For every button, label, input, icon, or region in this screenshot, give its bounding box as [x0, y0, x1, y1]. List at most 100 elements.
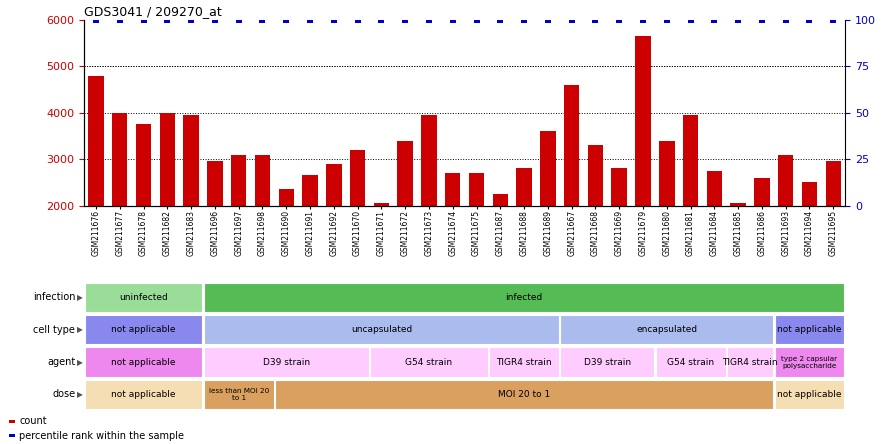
- Bar: [778, 155, 794, 298]
- Bar: [373, 203, 389, 298]
- Bar: [588, 145, 604, 298]
- Text: dose: dose: [52, 389, 75, 400]
- Text: type 2 capsular
polysaccharide: type 2 capsular polysaccharide: [781, 356, 837, 369]
- Bar: [135, 124, 151, 298]
- Point: [136, 16, 150, 24]
- Text: ▶: ▶: [77, 357, 83, 367]
- Text: GDS3041 / 209270_at: GDS3041 / 209270_at: [84, 5, 222, 18]
- FancyBboxPatch shape: [560, 348, 654, 377]
- Point: [612, 16, 627, 24]
- Bar: [706, 171, 722, 298]
- Bar: [231, 155, 246, 298]
- Point: [493, 16, 507, 24]
- Text: TIGR4 strain: TIGR4 strain: [496, 357, 552, 367]
- Text: ▶: ▶: [77, 325, 83, 334]
- Point: [279, 16, 293, 24]
- FancyBboxPatch shape: [727, 348, 773, 377]
- Bar: [635, 36, 650, 298]
- Text: agent: agent: [47, 357, 75, 367]
- Bar: [397, 141, 413, 298]
- Bar: [659, 141, 674, 298]
- FancyBboxPatch shape: [656, 348, 726, 377]
- Bar: [88, 75, 104, 298]
- Point: [88, 16, 103, 24]
- Bar: [255, 155, 270, 298]
- Text: less than MOI 20
to 1: less than MOI 20 to 1: [209, 388, 269, 401]
- Text: TIGR4 strain: TIGR4 strain: [722, 357, 778, 367]
- Bar: [540, 131, 556, 298]
- Bar: [826, 162, 841, 298]
- FancyBboxPatch shape: [204, 283, 844, 312]
- Bar: [754, 178, 770, 298]
- Point: [327, 16, 341, 24]
- Text: G54 strain: G54 strain: [667, 357, 714, 367]
- FancyBboxPatch shape: [204, 315, 559, 344]
- Bar: [516, 168, 532, 298]
- Point: [232, 16, 246, 24]
- Point: [779, 16, 793, 24]
- Point: [731, 16, 745, 24]
- Bar: [730, 203, 746, 298]
- Bar: [421, 115, 436, 298]
- Bar: [683, 115, 698, 298]
- Bar: [350, 150, 366, 298]
- Point: [541, 16, 555, 24]
- Point: [803, 16, 817, 24]
- Text: not applicable: not applicable: [112, 390, 176, 399]
- Point: [160, 16, 174, 24]
- FancyBboxPatch shape: [275, 380, 773, 409]
- Text: D39 strain: D39 strain: [584, 357, 631, 367]
- FancyBboxPatch shape: [489, 348, 559, 377]
- Bar: [183, 115, 199, 298]
- Text: count: count: [19, 416, 47, 426]
- Text: uncapsulated: uncapsulated: [350, 325, 412, 334]
- Point: [827, 16, 841, 24]
- FancyBboxPatch shape: [370, 348, 488, 377]
- FancyBboxPatch shape: [204, 380, 273, 409]
- Bar: [112, 113, 127, 298]
- Text: encapsulated: encapsulated: [636, 325, 697, 334]
- Bar: [564, 85, 580, 298]
- Point: [374, 16, 389, 24]
- Text: uninfected: uninfected: [119, 293, 168, 302]
- Text: infected: infected: [505, 293, 543, 302]
- Point: [469, 16, 483, 24]
- Point: [565, 16, 579, 24]
- Bar: [279, 189, 294, 298]
- Point: [422, 16, 436, 24]
- Bar: [469, 173, 484, 298]
- Point: [636, 16, 650, 24]
- Point: [755, 16, 769, 24]
- Point: [350, 16, 365, 24]
- Text: G54 strain: G54 strain: [405, 357, 452, 367]
- Bar: [326, 164, 342, 298]
- FancyBboxPatch shape: [204, 348, 369, 377]
- Text: cell type: cell type: [34, 325, 75, 335]
- Point: [683, 16, 697, 24]
- FancyBboxPatch shape: [85, 348, 203, 377]
- Text: ▶: ▶: [77, 390, 83, 399]
- Bar: [493, 194, 508, 298]
- Text: D39 strain: D39 strain: [263, 357, 310, 367]
- Point: [398, 16, 412, 24]
- Bar: [159, 113, 175, 298]
- Point: [707, 16, 721, 24]
- FancyBboxPatch shape: [85, 283, 203, 312]
- FancyBboxPatch shape: [774, 348, 844, 377]
- Point: [303, 16, 317, 24]
- Point: [208, 16, 222, 24]
- Text: not applicable: not applicable: [777, 325, 842, 334]
- FancyBboxPatch shape: [85, 380, 203, 409]
- Point: [517, 16, 531, 24]
- Text: not applicable: not applicable: [777, 390, 842, 399]
- Text: not applicable: not applicable: [112, 357, 176, 367]
- Bar: [612, 168, 627, 298]
- Point: [446, 16, 460, 24]
- Bar: [207, 162, 223, 298]
- FancyBboxPatch shape: [560, 315, 773, 344]
- Text: ▶: ▶: [77, 293, 83, 302]
- Point: [589, 16, 603, 24]
- Bar: [445, 173, 460, 298]
- FancyBboxPatch shape: [774, 315, 844, 344]
- Text: percentile rank within the sample: percentile rank within the sample: [19, 431, 184, 441]
